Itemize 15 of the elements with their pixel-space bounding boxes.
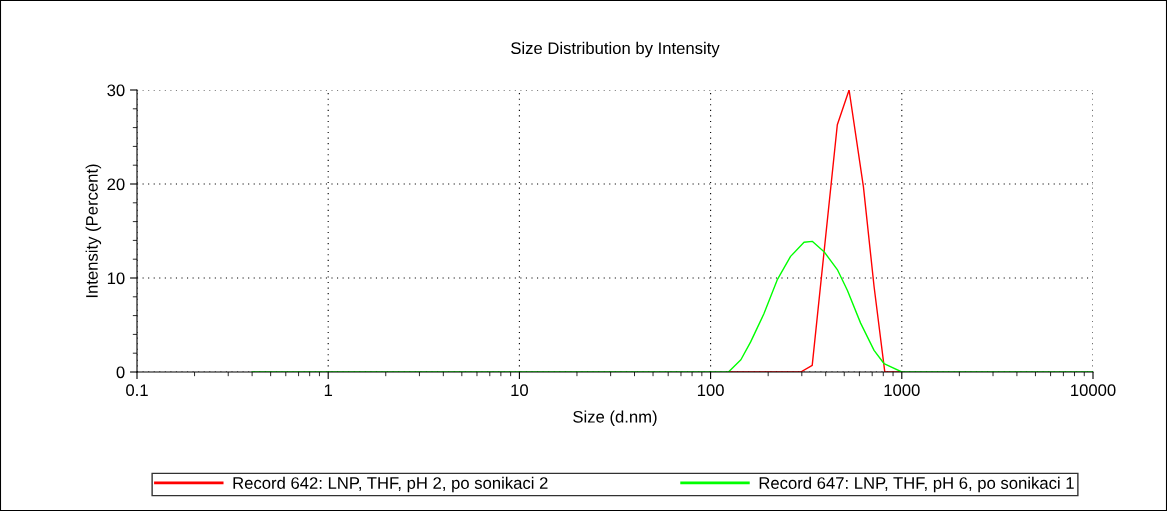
y-tick-label: 0 xyxy=(116,366,125,379)
x-tick-label: 1000 xyxy=(884,384,920,397)
x-tick-label: 1 xyxy=(324,384,333,396)
x-tick-label: 0.1 xyxy=(126,384,148,397)
x-tick-label: 100 xyxy=(697,384,724,397)
x-tick-label: 10000 xyxy=(1071,384,1116,397)
y-tick-label: 20 xyxy=(107,178,125,191)
legend-label: Record 647: LNP, THF, pH 6, po sonikaci 1 xyxy=(759,476,1074,493)
x-tick-label: 10 xyxy=(511,384,529,397)
legend-label: Record 642: LNP, THF, pH 2, po sonikaci 2 xyxy=(233,476,548,493)
chart-title: Size Distribution by Intensity xyxy=(511,41,720,58)
y-axis-title: Intensity (Percent) xyxy=(85,164,102,298)
y-tick-label: 10 xyxy=(107,272,125,285)
x-axis-title: Size (d.nm) xyxy=(573,410,657,426)
y-tick-label: 30 xyxy=(107,84,125,97)
